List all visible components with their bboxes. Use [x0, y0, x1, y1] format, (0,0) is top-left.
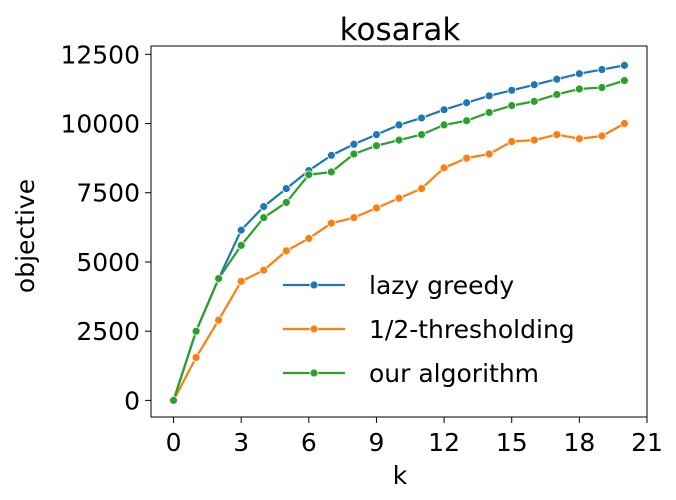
- legend-item: lazy greedy: [283, 271, 514, 300]
- data-point: [507, 85, 517, 95]
- data-point: [349, 213, 359, 223]
- data-point: [620, 76, 629, 86]
- legend-swatch-marker: [309, 280, 319, 290]
- data-point: [507, 101, 517, 110]
- data-point: [214, 274, 224, 283]
- data-point: [597, 131, 607, 141]
- data-point: [552, 74, 562, 84]
- series-layer: [169, 60, 629, 405]
- data-point: [484, 149, 494, 159]
- data-point: [259, 202, 269, 211]
- data-point: [372, 130, 381, 139]
- data-point: [620, 119, 629, 128]
- data-point: [394, 193, 404, 203]
- y-tick-label: 10000: [60, 110, 140, 139]
- data-point: [529, 96, 539, 106]
- legend-swatch-marker: [309, 324, 319, 334]
- data-point: [259, 213, 269, 223]
- y-tick-label: 7500: [76, 179, 140, 208]
- data-point: [326, 167, 336, 177]
- data-point: [191, 326, 201, 336]
- data-point: [439, 120, 449, 130]
- y-tick-label: 12500: [60, 40, 140, 69]
- x-tick-label: 0: [166, 428, 182, 457]
- data-point: [372, 141, 381, 151]
- x-tick-label: 3: [233, 428, 249, 457]
- data-point: [417, 113, 426, 123]
- x-tick-label: 18: [563, 428, 595, 457]
- data-point: [236, 225, 246, 235]
- legend-label: 1/2-thresholding: [369, 315, 575, 344]
- data-point: [439, 105, 449, 115]
- data-point: [620, 60, 629, 70]
- y-tick-label: 0: [124, 386, 140, 415]
- legend-label: lazy greedy: [369, 271, 514, 300]
- series-lazy-greedy: [169, 60, 629, 405]
- data-point: [304, 234, 314, 243]
- data-point: [169, 395, 178, 405]
- data-point: [236, 240, 246, 250]
- data-point: [259, 265, 269, 275]
- data-point: [394, 120, 404, 130]
- series-our-algorithm: [169, 76, 629, 405]
- data-point: [236, 276, 246, 286]
- data-point: [462, 98, 472, 108]
- data-point: [191, 353, 201, 362]
- y-tick-label: 2500: [76, 317, 140, 346]
- data-point: [281, 184, 291, 193]
- data-point: [574, 84, 584, 94]
- data-point: [349, 139, 359, 149]
- data-point: [484, 108, 494, 117]
- x-tick-label: 21: [631, 428, 663, 457]
- x-tick-label: 6: [301, 428, 317, 457]
- series-1-2-thresholding: [169, 119, 629, 405]
- data-point: [574, 69, 584, 79]
- data-point: [417, 130, 426, 139]
- data-point: [597, 83, 607, 92]
- x-tick-label: 15: [496, 428, 528, 457]
- x-axis-label: k: [393, 461, 408, 490]
- y-tick-label: 5000: [76, 248, 140, 277]
- data-point: [507, 137, 517, 146]
- data-point: [326, 150, 336, 160]
- data-point: [574, 134, 584, 144]
- data-point: [281, 198, 291, 207]
- data-point: [439, 163, 449, 173]
- data-point: [394, 135, 404, 145]
- plot-area: [150, 45, 648, 418]
- data-point: [462, 153, 472, 163]
- data-point: [462, 116, 472, 126]
- data-point: [417, 184, 426, 193]
- data-point: [304, 170, 314, 180]
- data-point: [529, 80, 539, 90]
- data-point: [349, 149, 359, 159]
- data-point: [597, 65, 607, 74]
- data-point: [372, 203, 381, 213]
- x-tick-label: 12: [428, 428, 460, 457]
- legend-item: 1/2-thresholding: [283, 315, 575, 344]
- legend-swatch-marker: [309, 368, 319, 378]
- data-point: [552, 90, 562, 99]
- data-point: [552, 130, 562, 139]
- data-point: [326, 218, 336, 228]
- data-point: [529, 135, 539, 145]
- y-axis: 0 2500 5000 7500 10000 12500: [60, 40, 151, 415]
- plot-frame: [150, 45, 648, 418]
- legend-label: our algorithm: [369, 359, 539, 388]
- chart-title: kosarak: [340, 12, 461, 48]
- data-point: [484, 91, 494, 101]
- data-point: [281, 246, 291, 256]
- y-axis-label: objective: [11, 179, 40, 293]
- legend-item: our algorithm: [283, 359, 539, 388]
- x-tick-label: 9: [369, 428, 385, 457]
- x-axis: 0 3 6 9 12 15 18 21: [166, 417, 663, 457]
- legend: lazy greedy 1/2-thresholding our algorithm: [283, 271, 575, 388]
- data-point: [214, 315, 224, 325]
